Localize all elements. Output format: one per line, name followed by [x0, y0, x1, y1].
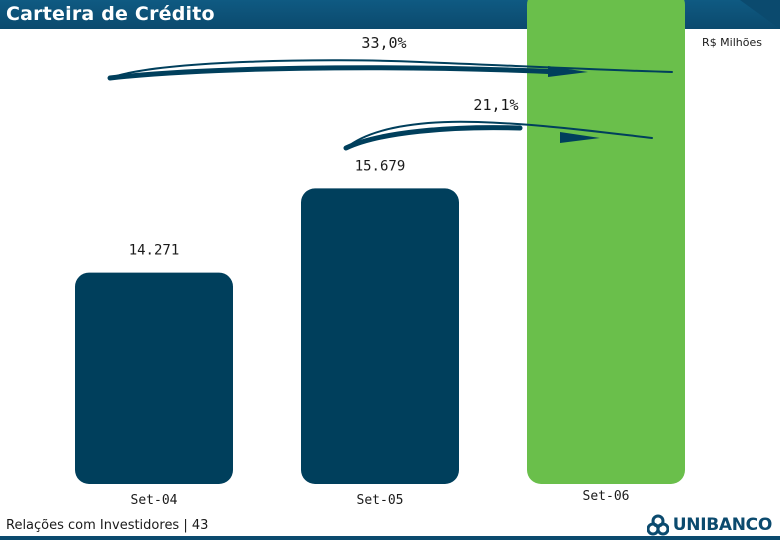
- bar-set-05: [301, 188, 459, 484]
- unit-label: R$ Milhões: [702, 36, 762, 49]
- value-label-set-05: 15.679: [355, 158, 406, 174]
- growth-label-2: 21,1%: [473, 96, 518, 114]
- unibanco-logo-icon: [646, 514, 669, 536]
- growth-arrow-2: [343, 120, 653, 151]
- bar-set-06: [527, 0, 685, 484]
- unibanco-logo: UNIBANCO: [646, 513, 773, 537]
- page-title: Carteira de Crédito: [6, 3, 215, 25]
- category-label-set-04: Set-04: [131, 493, 178, 508]
- category-label-set-06: Set-06: [583, 489, 630, 504]
- value-label-set-04: 14.271: [129, 243, 180, 259]
- unibanco-logo-text: UNIBANCO: [672, 515, 773, 535]
- category-label-set-05: Set-05: [357, 493, 404, 508]
- footer-text: Relações com Investidores | 43: [6, 518, 209, 533]
- growth-arrow-1: [107, 59, 673, 81]
- growth-label-1: 33,0%: [361, 34, 406, 52]
- title-bar-corner: [740, 0, 780, 29]
- bar-set-04: [75, 272, 233, 484]
- footer-rule: [0, 536, 780, 540]
